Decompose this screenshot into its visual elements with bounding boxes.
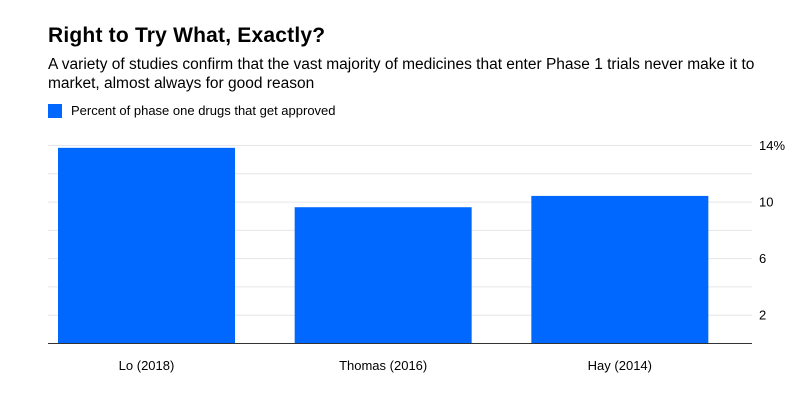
legend-label: Percent of phase one drugs that get appr… — [71, 103, 336, 118]
x-tick-labels: Lo (2018) Thomas (2016) Hay (2014) — [119, 358, 652, 373]
x-tick-label: Lo (2018) — [119, 358, 175, 373]
bar — [294, 207, 472, 343]
y-tick-label: 2 — [759, 308, 766, 323]
chart-title: Right to Try What, Exactly? — [48, 24, 326, 47]
legend-swatch — [48, 103, 62, 118]
bar — [531, 195, 709, 343]
x-tick-label: Thomas (2016) — [339, 358, 427, 373]
chart-subtitle: A variety of studies confirm that the va… — [48, 56, 755, 92]
legend: Percent of phase one drugs that get appr… — [48, 103, 336, 118]
y-tick-label: 6 — [759, 251, 766, 266]
y-tick-label: 14% — [759, 138, 785, 153]
x-tick-label: Hay (2014) — [588, 358, 652, 373]
y-tick-labels: 14% 10 6 2 — [759, 138, 785, 323]
bars — [58, 147, 709, 343]
y-tick-label: 10 — [759, 195, 773, 210]
bar — [58, 147, 235, 343]
